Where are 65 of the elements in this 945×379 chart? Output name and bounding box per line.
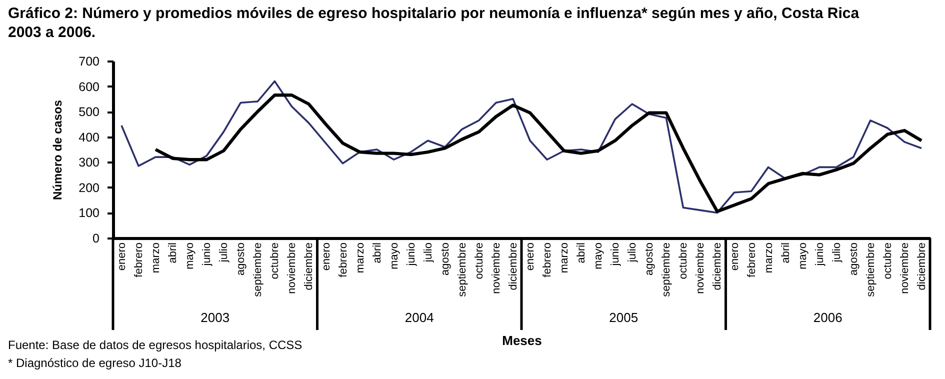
- y-tick-label: 0: [92, 232, 100, 246]
- x-tick-label: octubre: [473, 242, 486, 280]
- text: * Diagnóstico de egreso J10-J18: [8, 355, 182, 372]
- x-tick-label: octubre: [678, 242, 690, 280]
- x-tick-label: diciembre: [303, 242, 316, 290]
- x-tick-label: mayo: [592, 242, 605, 270]
- x-tick-label: abril: [576, 242, 588, 264]
- y-tick-label: 300: [78, 156, 100, 170]
- y-tick-label: 600: [78, 80, 100, 94]
- x-tick-label: septiembre: [864, 242, 877, 297]
- x-tick-label: julio: [422, 242, 434, 264]
- x-tick-label: mayo: [184, 242, 196, 270]
- x-tick-label: marzo: [762, 242, 775, 274]
- x-tick-label: agosto: [235, 242, 248, 276]
- x-tick-label: febrero: [542, 242, 554, 278]
- x-tick-label: julio: [626, 242, 639, 264]
- x-axis-title: Meses: [502, 332, 542, 348]
- x-tick-label: noviembre: [490, 242, 502, 294]
- x-tick-label: mayo: [388, 242, 400, 270]
- x-tick-label: noviembre: [898, 242, 911, 294]
- text: 2006: [813, 310, 842, 325]
- x-tick-label: agosto: [439, 242, 452, 276]
- x-tick-label: febrero: [746, 242, 758, 278]
- x-tick-label: enero: [116, 242, 128, 271]
- x-tick-label: enero: [320, 242, 332, 271]
- y-tick-label: 200: [78, 180, 100, 195]
- y-tick-label: 400: [78, 130, 100, 144]
- x-tick-label: noviembre: [694, 242, 707, 294]
- text: 2004: [404, 310, 434, 325]
- x-tick-label: junio: [610, 242, 622, 267]
- x-tick-label: septiembre: [456, 242, 468, 297]
- y-tick-label: 700: [78, 54, 100, 68]
- x-tick-label: febrero: [337, 242, 350, 278]
- y-axis-title: Número de casos: [50, 100, 65, 200]
- x-tick-label: julio: [218, 242, 230, 264]
- x-tick-label: octubre: [269, 242, 282, 280]
- x-tick-label: abril: [371, 242, 384, 264]
- x-tick-label: abril: [167, 242, 180, 264]
- x-tick-label: enero: [524, 242, 537, 271]
- text: 2005: [609, 310, 638, 325]
- x-tick-label: junio: [201, 242, 214, 267]
- x-tick-label: diciembre: [712, 242, 724, 290]
- x-tick-label: noviembre: [286, 242, 298, 294]
- x-tick-label: junio: [814, 242, 826, 267]
- x-tick-label: diciembre: [916, 242, 928, 290]
- x-tick-label: marzo: [558, 242, 571, 274]
- source-note: Fuente: Base de datos de egresos hospitalarios, CCSS: [8, 337, 302, 354]
- x-tick-label: marzo: [150, 242, 162, 274]
- x-tick-label: mayo: [796, 242, 809, 270]
- chart-title: Gráfico 2: Número y promedios móviles de egreso hospitalario por neumonía e influenza* según mes y año, Costa Rica 2003 a 2006.: [8, 4, 860, 42]
- x-tick-label: febrero: [133, 242, 146, 278]
- x-tick-label: septiembre: [252, 242, 264, 297]
- text: 2003: [200, 310, 230, 325]
- x-tick-label: agosto: [848, 242, 860, 276]
- x-tick-label: agosto: [644, 242, 656, 276]
- y-tick-label: 100: [78, 206, 100, 220]
- x-tick-label: julio: [830, 242, 843, 264]
- x-tick-label: diciembre: [507, 242, 520, 290]
- x-tick-label: enero: [728, 242, 741, 271]
- x-tick-label: septiembre: [660, 242, 673, 297]
- x-tick-label: octubre: [882, 242, 894, 280]
- x-tick-label: junio: [405, 242, 418, 267]
- x-tick-label: abril: [780, 242, 792, 264]
- x-tick-label: marzo: [354, 242, 366, 274]
- y-tick-label: 500: [78, 105, 100, 120]
